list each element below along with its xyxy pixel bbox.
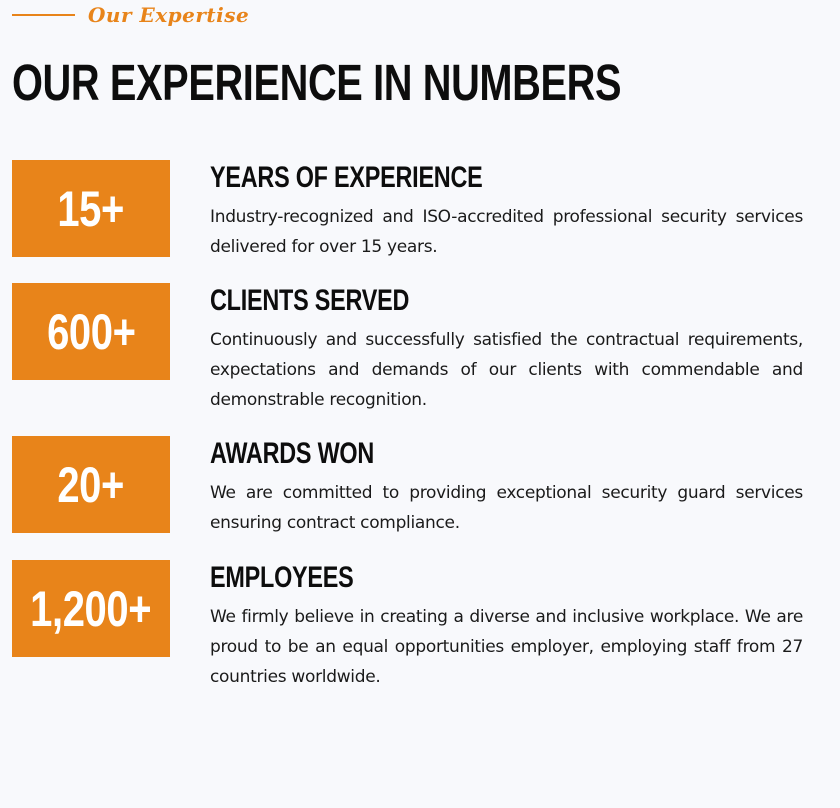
stat-description: Continuously and successfully satisfied …	[210, 330, 803, 410]
stat-value: 1,200+	[30, 580, 152, 637]
stat-value-box: 1,200+	[12, 560, 170, 657]
stat-title: AWARDS WON	[210, 437, 375, 470]
stat-value-box: 20+	[12, 436, 170, 533]
stat-value-box: 600+	[12, 283, 170, 380]
stat-title: YEARS OF EXPERIENCE	[210, 161, 483, 194]
stat-description: Industry-recognized and ISO-accredited p…	[210, 207, 803, 257]
eyebrow-divider-line	[12, 14, 75, 16]
stat-value: 20+	[57, 456, 125, 513]
stat-body: EMPLOYEES We firmly believe in creating …	[210, 560, 803, 692]
stat-value: 600+	[46, 303, 136, 360]
stat-title: EMPLOYEES	[210, 561, 354, 594]
stat-value-box: 15+	[12, 160, 170, 257]
stat-title: CLIENTS SERVED	[210, 284, 410, 317]
stat-description: We firmly believe in creating a diverse …	[210, 607, 803, 687]
stat-value: 15+	[57, 180, 125, 237]
section-eyebrow: Our Expertise	[12, 0, 249, 30]
eyebrow-text: Our Expertise	[88, 3, 250, 27]
page-title: OUR EXPERIENCE IN NUMBERS	[12, 54, 622, 111]
stat-body: AWARDS WON We are committed to providing…	[210, 436, 803, 538]
stat-body: CLIENTS SERVED Continuously and successf…	[210, 283, 803, 415]
stat-description: We are committed to providing exceptiona…	[210, 483, 803, 533]
stat-body: YEARS OF EXPERIENCE Industry-recognized …	[210, 160, 803, 262]
